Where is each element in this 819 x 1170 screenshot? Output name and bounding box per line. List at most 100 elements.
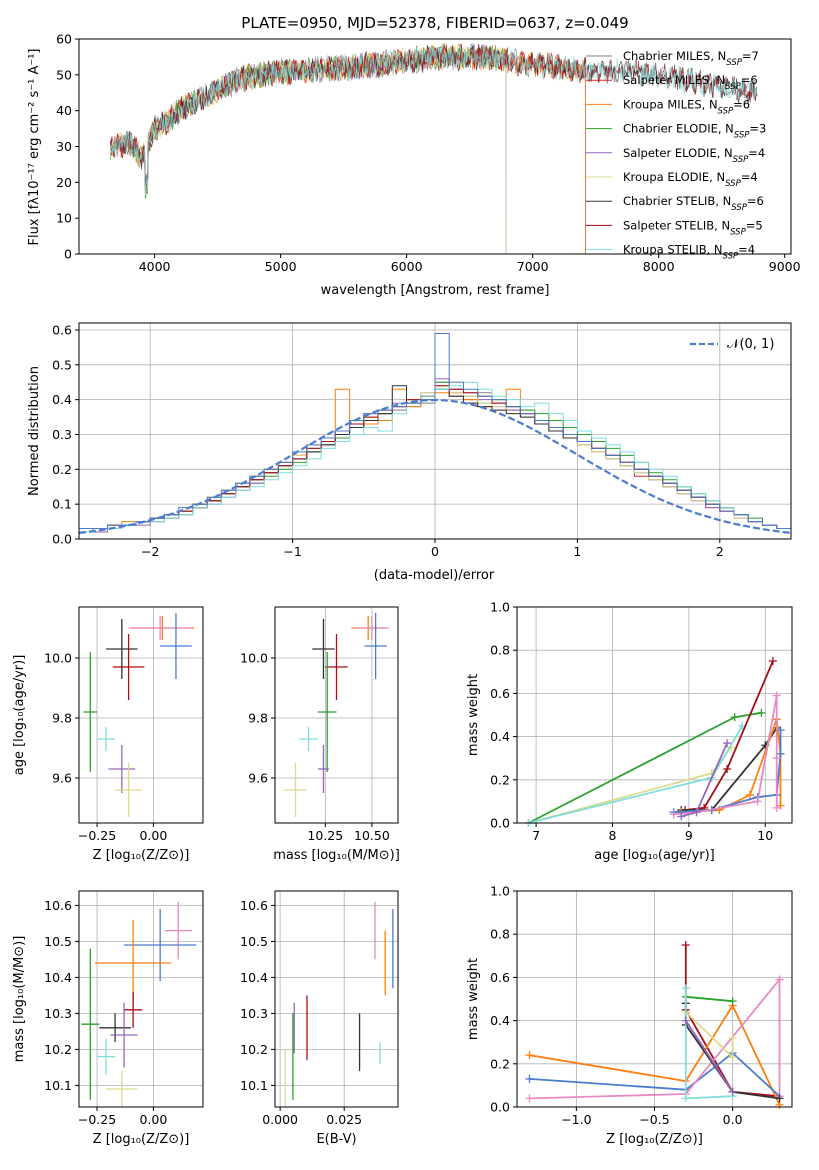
z-mass-ylabel: mass [log₁₀(M/M⊙)] [12,936,27,1063]
spectrum-ticks: 4000 5000 6000 7000 8000 9000 0 10 20 30 40 50 60 [56,32,801,275]
age-weight-marker-7-2 [753,797,762,806]
z-weight-ytick-label-5: 1.0 [490,884,510,899]
z-weight-line-0 [684,945,780,1098]
z-mass-frame [78,890,204,1108]
age-weight-marker-6-5 [776,726,785,735]
ebv-mass-ytick-label-1: 10.2 [240,1042,268,1057]
z-weight-ytick-label-0: 0.0 [490,1100,510,1115]
legend-label-7: Salpeter STELIB, NSSP=5 [623,218,763,237]
age-weight-xtick-label-1: 8 [609,828,617,843]
z-age-frame [78,606,204,824]
legend-label-6: Chabrier STELIB, NSSP=6 [623,194,764,213]
age-weight-marker-0-1 [730,713,739,722]
resid-xtick-label-2: 0 [431,544,439,559]
spectrum-xtick-label-2: 6000 [391,259,423,274]
spectrum-ytick-label-2: 20 [56,175,72,190]
z-mass-ytick-label-1: 10.2 [44,1042,72,1057]
spectrum-panel: Chabrier MILES, NSSP=7 Salpeter MILES, NS… [27,32,801,299]
resid-xtick-label-0: −2 [141,544,159,559]
z-weight-marker-6-1 [728,1053,737,1062]
residuals-histograms: −2 −1 0 1 2 0.0 0.1 0.2 0.3 0.4 0.5 0.6 [52,322,792,559]
z-age-xlabel: Z [log₁₀(Z/Z⊙)] [93,848,190,863]
mass-age-ytick-label-2: 10.0 [240,651,268,666]
age-weight-marker-7-4 [772,754,781,763]
ebv-mass-xlabel: E(B-V) [316,1132,356,1147]
spectrum-ytick-label-1: 10 [56,211,72,226]
spectrum-xtick-label-5: 9000 [769,259,801,274]
age-weight-marker-8-1 [692,808,701,817]
ebv-mass-ytick-label-0: 10.1 [240,1078,268,1093]
z-weight-marker-1-0 [525,1051,534,1060]
age-weight-ytick-label-0: 0.0 [490,816,510,831]
resid-hist-8 [79,381,791,533]
legend-label-0: Chabrier MILES, NSSP=7 [623,49,759,68]
age-weight-xtick-label-0: 7 [532,828,540,843]
residuals-xlabel: (data-model)/error [374,568,495,583]
z-mass-ytick-label-0: 10.1 [44,1078,72,1093]
age-weight-ytick-label-2: 0.4 [490,729,510,744]
age-weight-marker-7-0 [669,810,678,819]
age-weight-ylabel: mass weight [466,674,481,756]
z-weight-xtick-label-2: 0.0 [723,1112,743,1127]
z-weight-line-5 [685,995,733,1003]
z-weight-marker-5-1 [728,997,737,1006]
legend-nssp-4: =4 [748,146,765,160]
spectrum-ytick-label-3: 30 [56,139,72,154]
spectrum-xtick-label-4: 8000 [643,259,675,274]
ebv-mass-xtick-label-1: 0.025 [326,1112,362,1127]
z-weight-line-2 [529,1051,781,1097]
z-mass-panel: −0.25 0.00 10.1 10.2 10.3 10.4 10.5 10.6 Z [log₁… [12,890,204,1147]
z-weight-line-1 [529,1003,781,1106]
z-weight-xtick-label-0: −1.0 [561,1112,591,1127]
ebv-mass-frame [274,890,399,1108]
z-weight-marker-7-1 [681,1094,690,1103]
age-weight-marker-8-0 [677,812,686,821]
z-weight-marker-4-3 [775,1094,784,1103]
z-weight-marker-0-0 [681,941,690,949]
legend-subscript-3: SSP [734,131,750,141]
legend-nssp-2: =6 [733,97,750,111]
z-weight-ytick-label-2: 0.4 [490,1013,510,1028]
z-weight-marker-7-0 [681,984,690,993]
mass-age-xtick-label-1: 10.50 [354,828,390,843]
legend-nssp-3: =3 [749,122,766,136]
age-weight-marker-3-3 [768,657,777,665]
normal-curve [78,398,792,534]
legend-subscript-7: SSP [730,227,746,237]
z-weight-xtick-label-1: −0.5 [639,1112,669,1127]
spectrum-ytick-label-4: 40 [56,103,72,118]
legend-subscript-2: SSP [718,106,734,116]
legend-subscript-8: SSP [723,252,739,262]
spectrum-xlabel: wavelength [Angstrom, rest frame] [321,283,550,298]
z-mass-xtick-label-1: 0.00 [139,1112,167,1127]
ebv-mass-panel: 0.000 0.025 10.1 10.2 10.3 10.4 10.5 10.6 E(B-V) [240,890,399,1147]
ebv-mass-ytick-label-5: 10.6 [240,898,268,913]
z-age-ytick-label-1: 9.8 [52,711,72,726]
legend-subscript-6: SSP [731,203,747,213]
age-weight-panel: 7 8 9 10 0.0 0.2 0.4 0.6 0.8 1.0 age [log₁₀(age/yr… [466,600,793,863]
age-weight-marker-6-4 [776,749,785,758]
spectrum-xtick-label-1: 5000 [265,259,297,274]
resid-ytick-label-5: 0.5 [52,357,72,372]
age-weight-xtick-label-2: 9 [685,828,693,843]
age-weight-ytick-label-4: 0.8 [490,643,510,658]
age-weight-marker-0-2 [757,708,766,717]
legend-label-2: Kroupa MILES, NSSP=6 [623,97,750,116]
legend-subscript-1: SSP [725,82,741,92]
age-weight-marker-7-5 [772,803,781,812]
z-weight-ytick-label-4: 0.8 [490,927,510,942]
z-mass-ytick-label-3: 10.4 [44,970,72,985]
age-weight-ytick-label-1: 0.2 [490,772,510,787]
resid-ytick-label-0: 0.0 [52,532,72,547]
age-weight-marker-3-2 [723,765,732,773]
resid-xtick-label-4: 2 [716,544,724,559]
spectrum-ytick-label-5: 50 [56,67,72,82]
spectrum-lines [110,42,758,255]
z-age-ylabel: age [log₁₀(age/yr)] [12,655,27,776]
resid-xtick-label-3: 1 [573,544,581,559]
legend-subscript-4: SSP [733,155,749,165]
ebv-mass-ytick-label-4: 10.5 [240,934,268,949]
resid-ytick-label-2: 0.2 [52,462,72,477]
ebv-mass-xtick-label-0: 0.000 [262,1112,298,1127]
spectrum-ylabel: Flux [fλ10⁻¹⁷ erg cm⁻² s⁻¹ A⁻¹] [27,49,42,246]
